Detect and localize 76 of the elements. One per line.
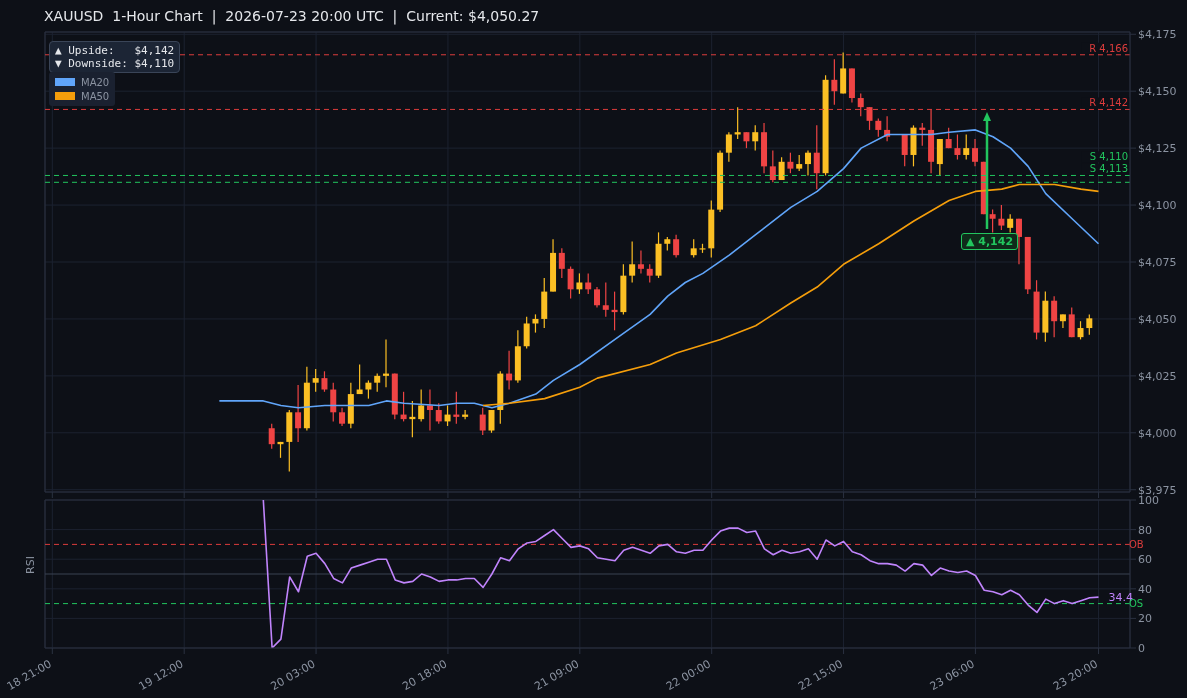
ref-line-label: R 4,142	[1089, 97, 1128, 109]
candlestick	[558, 247, 565, 279]
candlestick	[690, 238, 697, 259]
y-tick-label: $4,050	[1138, 312, 1177, 326]
candlestick	[1086, 313, 1093, 336]
annotation: ▼ Downside: $4,110	[55, 57, 175, 70]
candlestick	[365, 379, 372, 400]
candlestick	[752, 124, 759, 152]
candlestick	[268, 423, 275, 450]
candlestick	[339, 407, 346, 427]
candlestick	[831, 58, 838, 106]
candlestick	[875, 117, 882, 138]
candlestick	[418, 388, 425, 423]
candlestick	[435, 402, 442, 425]
y-axis-title: RSI	[24, 556, 37, 574]
y-tick-label: 40	[1138, 582, 1152, 596]
candlestick	[629, 240, 636, 284]
ref-line-label: R 4,166	[1089, 42, 1128, 54]
ref-line-label: OB	[1129, 538, 1144, 550]
candlestick	[787, 152, 794, 174]
y-tick-label: 0	[1138, 641, 1145, 655]
y-tick-label: 80	[1138, 523, 1152, 537]
candlestick	[594, 286, 600, 309]
line-series	[482, 183, 1100, 407]
candlestick	[673, 234, 680, 259]
candlestick	[479, 407, 486, 436]
line-series	[262, 500, 1100, 648]
candlestick	[998, 204, 1005, 231]
y-tick-label: $4,125	[1138, 142, 1177, 156]
y-tick-label: $4,175	[1138, 28, 1177, 42]
candlestick	[866, 106, 873, 131]
candlestick	[769, 149, 776, 183]
annotation: ▲ Upside: $4,142	[55, 44, 175, 57]
candlestick	[972, 138, 979, 167]
candlestick	[585, 272, 592, 295]
candlestick	[1015, 218, 1022, 265]
candlestick	[523, 316, 530, 350]
candlestick	[646, 263, 653, 284]
candlestick	[321, 370, 328, 393]
annotation: ▲ 4,142	[961, 233, 1019, 250]
candlestick	[725, 131, 732, 163]
y-tick-label: $4,075	[1138, 255, 1177, 269]
candlestick	[1007, 213, 1014, 233]
candlestick	[295, 384, 302, 443]
candlestick	[857, 92, 864, 117]
legend-label: MA20	[81, 76, 110, 88]
y-tick-label: $4,100	[1138, 198, 1177, 212]
candlestick	[374, 372, 381, 393]
line-series	[218, 129, 1100, 409]
candlestick	[330, 382, 337, 423]
legend-label: MA50	[81, 90, 110, 102]
candlestick	[576, 272, 583, 295]
candlestick	[963, 133, 970, 161]
candlestick	[813, 124, 820, 190]
y-tick-label: $3,975	[1138, 483, 1177, 497]
candlestick	[488, 409, 495, 434]
candlestick	[1068, 306, 1075, 338]
candlestick	[954, 133, 961, 161]
candlestick	[567, 265, 574, 300]
y-tick-label: 20	[1138, 612, 1152, 626]
y-tick-label: $4,000	[1138, 426, 1177, 440]
candlestick	[1077, 320, 1084, 341]
candlestick	[989, 209, 996, 233]
candlestick	[602, 281, 609, 318]
ref-line-label: S 4,110	[1089, 151, 1128, 163]
candlestick	[637, 250, 644, 274]
candlestick	[1051, 295, 1058, 338]
y-tick-label: 60	[1138, 553, 1152, 567]
ref-line-label: OS	[1129, 598, 1144, 610]
candlestick	[901, 133, 908, 167]
ref-line-label: S 4,113	[1089, 163, 1128, 175]
y-tick-label: $4,150	[1138, 85, 1177, 99]
chart-title: XAUUSD 1-Hour Chart | 2026-07-23 20:00 UTC | Current: $4,050.27	[44, 8, 540, 24]
y-tick-label: $4,025	[1138, 369, 1177, 383]
candlestick	[804, 149, 811, 177]
candlestick	[312, 368, 319, 393]
